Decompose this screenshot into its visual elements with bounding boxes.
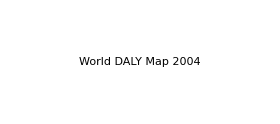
Text: World DALY Map 2004: World DALY Map 2004 [79,57,201,67]
